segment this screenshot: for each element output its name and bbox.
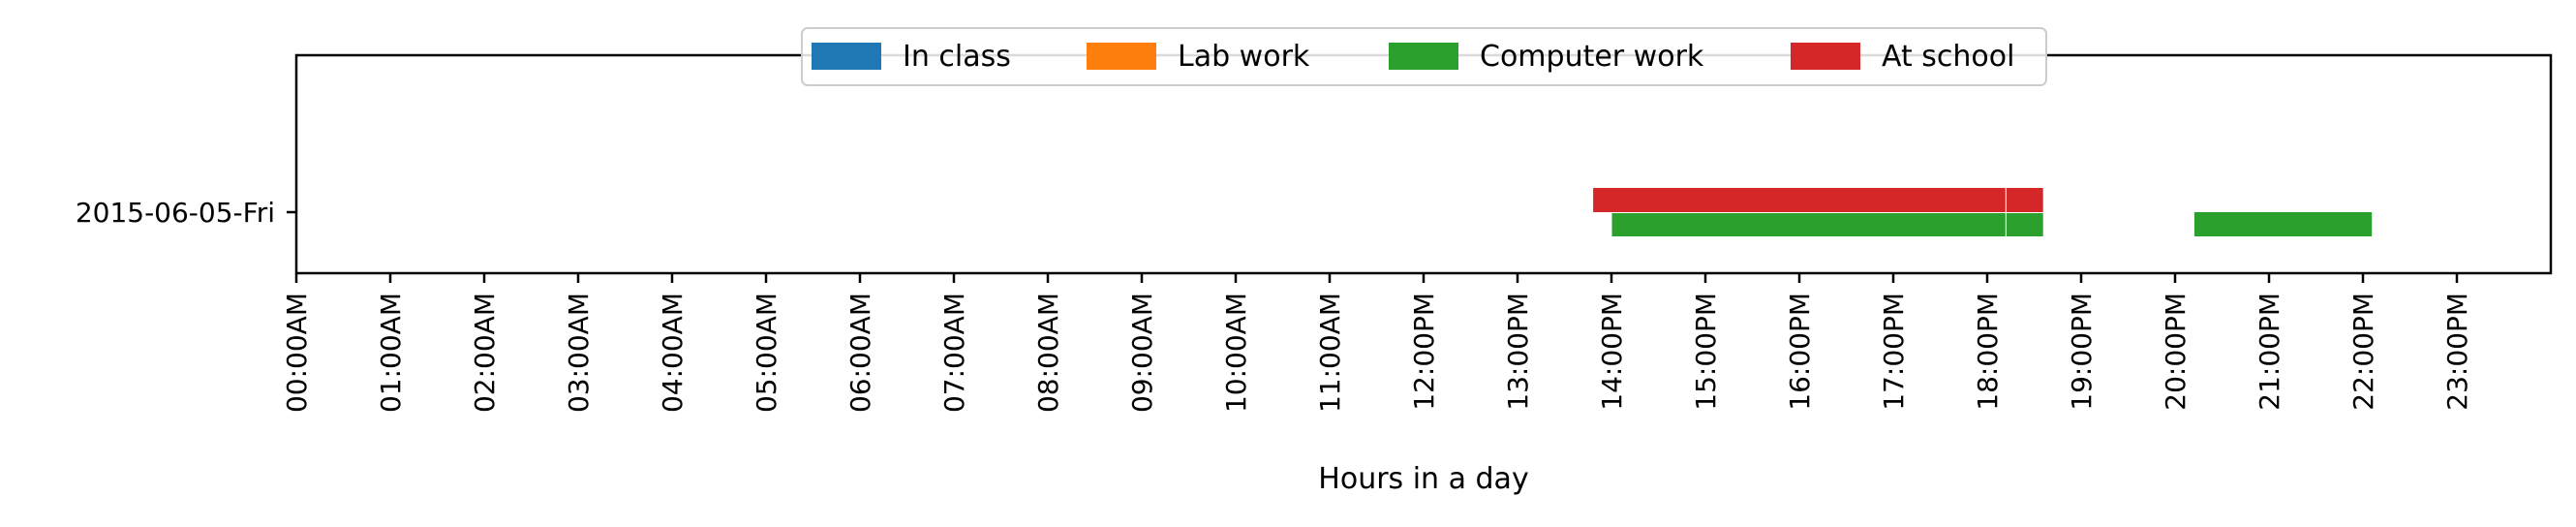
- x-tick-label: 00:00AM: [281, 293, 313, 413]
- bar-at-school: [2005, 187, 2044, 213]
- bar-computer-work: [1610, 211, 2007, 237]
- x-tick-label: 06:00AM: [844, 293, 876, 413]
- x-tick-label: 08:00AM: [1032, 293, 1064, 413]
- legend-swatch: [1087, 43, 1156, 70]
- x-tick-label: 22:00PM: [2347, 293, 2379, 411]
- x-tick-label: 01:00AM: [375, 293, 407, 413]
- x-tick-label: 05:00AM: [751, 293, 782, 413]
- x-tick-label: 14:00PM: [1596, 293, 1628, 411]
- legend: In class Lab work Computer work At school: [801, 27, 2047, 86]
- x-tick-label: 20:00PM: [2160, 293, 2192, 411]
- x-tick-label: 23:00PM: [2441, 293, 2473, 411]
- bar-computer-work: [2005, 211, 2044, 237]
- legend-label: Lab work: [1178, 40, 1310, 74]
- x-tick-label: 12:00PM: [1408, 293, 1440, 411]
- x-tick-label: 04:00AM: [657, 293, 689, 413]
- x-tick-label: 13:00PM: [1502, 293, 1534, 411]
- x-tick-label: 07:00AM: [938, 293, 970, 413]
- x-tick-label: 09:00AM: [1126, 293, 1158, 413]
- x-tick-label: 16:00PM: [1784, 293, 1816, 411]
- x-tick-label: 10:00AM: [1220, 293, 1252, 413]
- x-axis-label: Hours in a day: [1318, 462, 1528, 496]
- legend-label: In class: [903, 40, 1011, 74]
- x-tick-label: 02:00AM: [469, 293, 501, 413]
- bar-computer-work: [2193, 211, 2374, 237]
- legend-swatch: [1389, 43, 1458, 70]
- x-tick-label: 15:00PM: [1690, 293, 1722, 411]
- legend-swatch: [1791, 43, 1860, 70]
- x-tick-label: 11:00AM: [1314, 293, 1346, 413]
- x-tick-label: 17:00PM: [1878, 293, 1910, 411]
- legend-label: Computer work: [1480, 40, 1704, 74]
- x-tick-label: 03:00AM: [563, 293, 595, 413]
- plot-frame: [294, 53, 2553, 275]
- x-tick-label: 18:00PM: [1972, 293, 2004, 411]
- bars-layer: [1592, 187, 2374, 237]
- x-tick-label: 19:00PM: [2066, 293, 2098, 411]
- y-tick-label: 2015-06-05-Fri: [76, 197, 275, 229]
- x-axis: 00:00AM 01:00AM 02:00AM 03:00AM 04:00AM 05:00…: [281, 273, 2473, 413]
- legend-swatch: [812, 43, 881, 70]
- y-axis: 2015-06-05-Fri: [76, 197, 296, 229]
- legend-label: At school: [1882, 40, 2014, 74]
- bar-at-school: [1592, 187, 2007, 213]
- x-tick-label: 21:00PM: [2254, 293, 2285, 411]
